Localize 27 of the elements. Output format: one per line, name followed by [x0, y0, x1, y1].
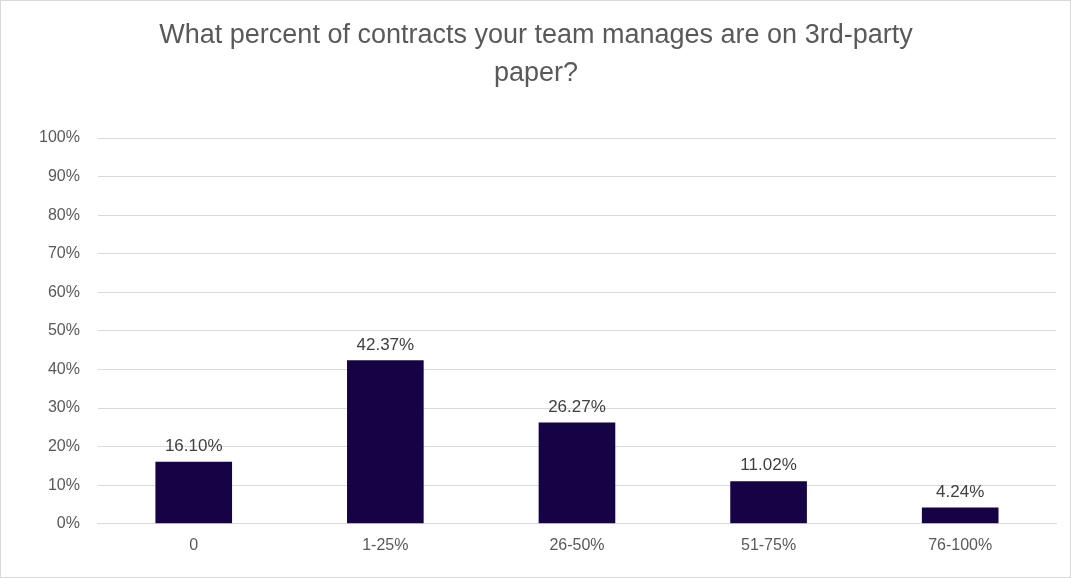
- y-tick-label: 80%: [47, 205, 80, 223]
- y-tick-label: 20%: [47, 437, 80, 455]
- y-tick-label: 100%: [39, 128, 80, 146]
- x-tick-label: 51-75%: [741, 535, 797, 553]
- y-tick-label: 70%: [47, 244, 80, 262]
- bar: [730, 481, 807, 524]
- y-tick-label: 30%: [47, 398, 80, 416]
- x-tick-label: 0: [189, 535, 199, 553]
- chart-title: What percent of contracts your team manages are on 3rd-party paper?: [158, 18, 914, 89]
- y-tick-label: 10%: [47, 475, 80, 493]
- bar: [921, 507, 999, 524]
- x-tick-label: 26-50%: [549, 535, 605, 553]
- data-label: 16.10%: [164, 435, 223, 455]
- y-tick-label: 0%: [56, 514, 80, 532]
- bar: [155, 461, 233, 524]
- bar: [538, 422, 616, 524]
- y-tick-label: 40%: [47, 359, 80, 377]
- y-tick-label: 90%: [47, 166, 80, 184]
- x-tick-label: 1-25%: [362, 535, 409, 553]
- bar: [347, 360, 424, 524]
- y-tick-label: 60%: [47, 282, 80, 300]
- data-label: 11.02%: [740, 455, 797, 475]
- x-tick-label: 76-100%: [928, 535, 993, 553]
- y-tick-label: 50%: [47, 321, 80, 339]
- data-label: 42.37%: [356, 334, 415, 354]
- data-label: 4.24%: [936, 481, 985, 501]
- data-label: 26.27%: [548, 396, 606, 416]
